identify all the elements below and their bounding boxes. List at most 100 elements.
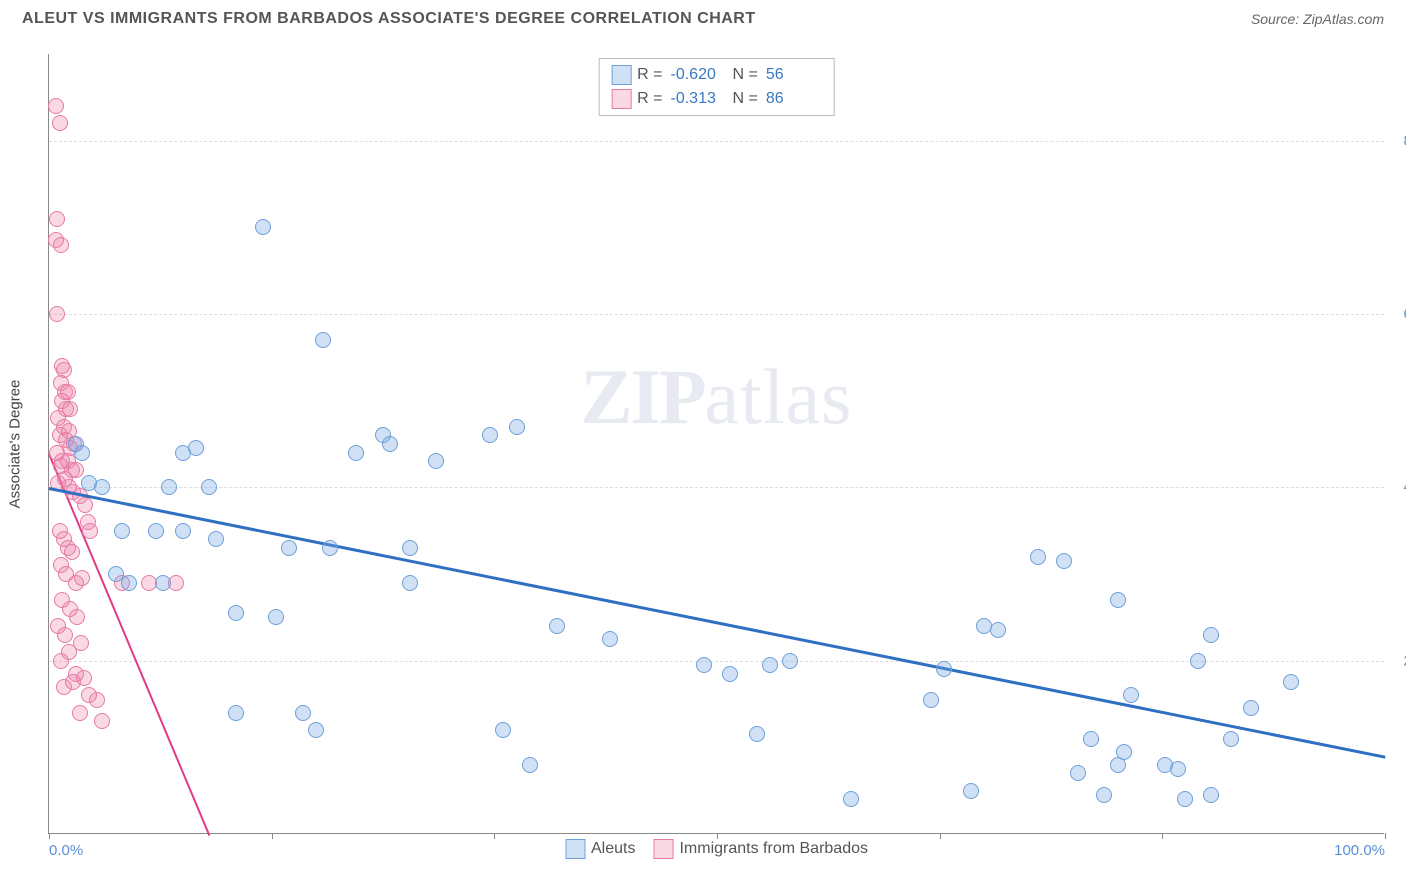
data-point [315, 332, 331, 348]
data-point [509, 419, 525, 435]
data-point [1177, 791, 1193, 807]
data-point [228, 605, 244, 621]
data-point [268, 609, 284, 625]
data-point [188, 440, 204, 456]
data-point [696, 657, 712, 673]
data-point [782, 653, 798, 669]
data-point [208, 531, 224, 547]
data-point [322, 540, 338, 556]
legend-series: Aleuts Immigrants from Barbados [565, 839, 868, 859]
legend-item-barbados: Immigrants from Barbados [653, 839, 868, 859]
data-point [121, 575, 137, 591]
data-point [936, 661, 952, 677]
data-point [228, 705, 244, 721]
data-point [161, 479, 177, 495]
x-tick [49, 833, 50, 839]
data-point [57, 627, 73, 643]
data-point [65, 674, 81, 690]
legend-item-aleuts: Aleuts [565, 839, 635, 859]
data-point [495, 722, 511, 738]
legend-swatch-icon [565, 839, 585, 859]
x-tick [717, 833, 718, 839]
data-point [295, 705, 311, 721]
data-point [1170, 761, 1186, 777]
data-point [175, 523, 191, 539]
data-point [522, 757, 538, 773]
data-point [749, 726, 765, 742]
data-point [53, 237, 69, 253]
data-point [1223, 731, 1239, 747]
data-point [72, 705, 88, 721]
data-point [53, 653, 69, 669]
data-point [1083, 731, 1099, 747]
x-tick [1162, 833, 1163, 839]
watermark: ZIPatlas [581, 352, 853, 442]
data-point [201, 479, 217, 495]
data-point [74, 445, 90, 461]
scatter-plot: Associate's Degree ZIPatlas R =-0.620 N … [48, 54, 1384, 834]
data-point [1056, 553, 1072, 569]
y-axis-title: Associate's Degree [7, 379, 24, 508]
gridline [49, 314, 1384, 315]
data-point [1123, 687, 1139, 703]
data-point [348, 445, 364, 461]
data-point [308, 722, 324, 738]
data-point [64, 544, 80, 560]
data-point [402, 575, 418, 591]
data-point [49, 306, 65, 322]
data-point [49, 211, 65, 227]
data-point [1110, 757, 1126, 773]
legend-swatch-icon [653, 839, 673, 859]
x-tick [1385, 833, 1386, 839]
data-point [1110, 592, 1126, 608]
data-point [74, 570, 90, 586]
data-point [94, 713, 110, 729]
data-point [1283, 674, 1299, 690]
legend-stats: R =-0.620 N =56 R =-0.313 N =86 [598, 58, 835, 116]
data-point [281, 540, 297, 556]
legend-swatch-barbados [611, 89, 631, 109]
legend-stats-row-barbados: R =-0.313 N =86 [611, 87, 822, 111]
data-point [255, 219, 271, 235]
data-point [1070, 765, 1086, 781]
data-point [382, 436, 398, 452]
data-point [990, 622, 1006, 638]
data-point [82, 523, 98, 539]
data-point [114, 523, 130, 539]
data-point [843, 791, 859, 807]
gridline [49, 141, 1384, 142]
data-point [428, 453, 444, 469]
data-point [148, 523, 164, 539]
data-point [963, 783, 979, 799]
legend-swatch-aleuts [611, 65, 631, 85]
data-point [1190, 653, 1206, 669]
data-point [94, 479, 110, 495]
x-tick [272, 833, 273, 839]
chart-title: ALEUT VS IMMIGRANTS FROM BARBADOS ASSOCI… [22, 10, 756, 28]
data-point [549, 618, 565, 634]
data-point [1203, 627, 1219, 643]
source-attribution: Source: ZipAtlas.com [1251, 11, 1384, 27]
data-point [1030, 549, 1046, 565]
data-point [402, 540, 418, 556]
x-tick [940, 833, 941, 839]
trend-line-aleuts [49, 487, 1386, 759]
data-point [77, 497, 93, 513]
data-point [69, 609, 85, 625]
gridline [49, 661, 1384, 662]
data-point [1203, 787, 1219, 803]
data-point [1243, 700, 1259, 716]
data-point [602, 631, 618, 647]
x-tick-label: 100.0% [1334, 842, 1385, 859]
gridline [49, 487, 1384, 488]
x-tick [494, 833, 495, 839]
data-point [923, 692, 939, 708]
data-point [722, 666, 738, 682]
data-point [1096, 787, 1112, 803]
data-point [48, 98, 64, 114]
data-point [155, 575, 171, 591]
data-point [89, 692, 105, 708]
data-point [482, 427, 498, 443]
x-tick-label: 0.0% [49, 842, 83, 859]
legend-stats-row-aleuts: R =-0.620 N =56 [611, 63, 822, 87]
